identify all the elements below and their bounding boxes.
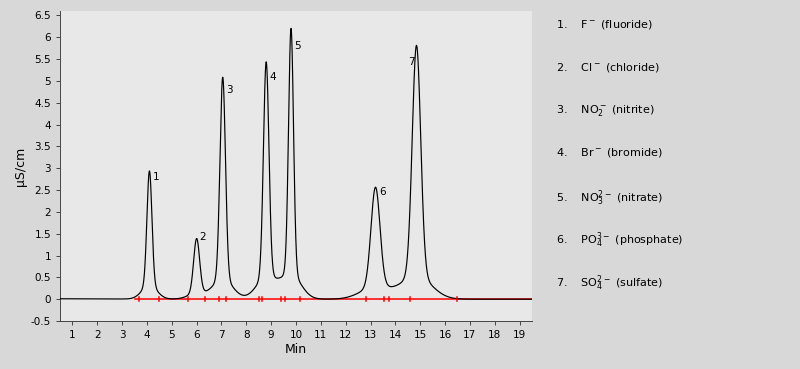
Text: 2.    $\mathsf{Cl^-}$ (chloride): 2. $\mathsf{Cl^-}$ (chloride) [556,61,659,74]
Text: 1: 1 [153,172,159,182]
Y-axis label: μS/cm: μS/cm [14,146,26,186]
Text: 6: 6 [379,187,386,197]
X-axis label: Min: Min [285,343,307,356]
Text: 1.    $\mathsf{F^-}$ (fluoride): 1. $\mathsf{F^-}$ (fluoride) [556,18,653,31]
Text: 2: 2 [200,232,206,242]
Text: 3: 3 [226,85,232,95]
Text: 5: 5 [294,41,301,51]
Text: 5.    $\mathsf{NO_3^{2-}}$ (nitrate): 5. $\mathsf{NO_3^{2-}}$ (nitrate) [556,188,663,208]
Text: 6.    $\mathsf{PO_4^{3-}}$ (phosphate): 6. $\mathsf{PO_4^{3-}}$ (phosphate) [556,231,683,250]
Text: 3.    $\mathsf{NO_2^-}$ (nitrite): 3. $\mathsf{NO_2^-}$ (nitrite) [556,103,654,118]
Text: 4: 4 [269,72,276,82]
Text: 4.    $\mathsf{Br^-}$ (bromide): 4. $\mathsf{Br^-}$ (bromide) [556,146,662,159]
Text: 7.    $\mathsf{SO_4^{2-}}$ (sulfate): 7. $\mathsf{SO_4^{2-}}$ (sulfate) [556,273,662,293]
Text: 7: 7 [408,56,415,66]
